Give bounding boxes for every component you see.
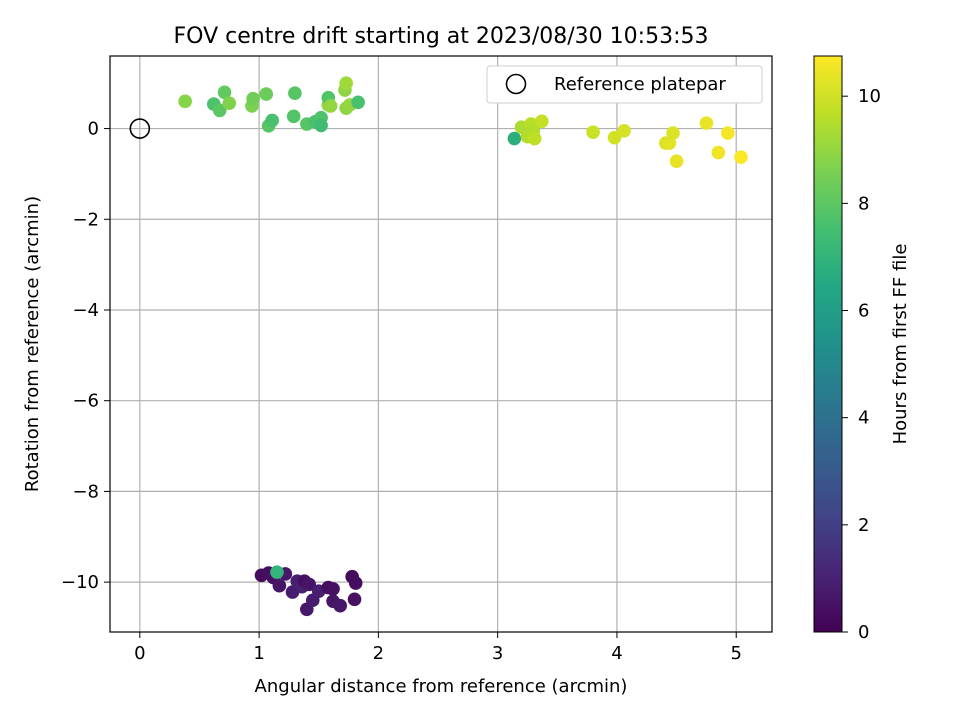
x-axis-label: Angular distance from reference (arcmin) (255, 676, 628, 697)
scatter-point (348, 576, 363, 590)
scatter-point (288, 86, 302, 100)
colorbar-tick-label: 2 (858, 515, 869, 536)
reference-marker (129, 118, 151, 139)
y-axis-label: Rotation from reference (arcmin) (22, 196, 43, 492)
scatter-point (217, 85, 232, 100)
chart-title: FOV centre drift starting at 2023/08/30 … (174, 24, 709, 49)
scatter-point (669, 154, 684, 169)
scatter-point (265, 113, 280, 128)
scatter-point (699, 116, 714, 130)
colorbar-tick-label: 0 (858, 622, 869, 643)
scatter-point (323, 99, 338, 113)
legend-label: Reference platepar (554, 74, 726, 95)
y-tick-label: −8 (72, 481, 99, 502)
scatter-point (534, 114, 549, 129)
scatter-point (212, 103, 227, 118)
scatter-point (314, 118, 328, 133)
legend: Reference platepar (486, 65, 763, 104)
y-tick-label: −2 (72, 209, 99, 230)
colorbar-label: Hours from first FF file (890, 244, 911, 445)
scatter-point (270, 565, 284, 579)
x-tick-label: 2 (373, 643, 384, 664)
y-tick-label: −6 (72, 391, 99, 412)
x-tick-label: 4 (611, 643, 622, 664)
scatter-point (333, 598, 348, 613)
legend-marker (505, 73, 527, 95)
x-axis: 0 1 2 3 4 5 (134, 632, 742, 664)
scatter-point (259, 87, 274, 101)
scatter-point (286, 109, 301, 124)
x-tick-label: 0 (134, 643, 145, 664)
grid-lines (110, 56, 772, 632)
colorbar: 0 2 4 6 8 10 Hours from first FF file (813, 55, 911, 643)
y-tick-label: −10 (61, 572, 99, 593)
colorbar-tick-label: 8 (858, 193, 869, 214)
y-tick-label: 0 (88, 119, 99, 140)
legend-box (486, 65, 763, 104)
colorbar-tick-label: 4 (858, 408, 869, 429)
scatter-point (302, 577, 316, 592)
scatter-point (527, 131, 542, 146)
y-tick-label: −4 (72, 300, 99, 321)
scatter-point (586, 125, 600, 139)
colorbar-ticks: 0 2 4 6 8 10 (842, 86, 881, 643)
scatter-point (272, 578, 287, 593)
colorbar-tick-label: 10 (858, 86, 881, 107)
scatter-point (351, 95, 365, 110)
scatter-point (721, 126, 735, 140)
scatter-point (222, 96, 237, 110)
scatter-point (326, 582, 340, 596)
reference-point (129, 118, 151, 139)
plot-frame (109, 55, 773, 633)
x-tick-label: 1 (253, 643, 264, 664)
scatter-point (734, 150, 748, 164)
data-points (178, 76, 748, 617)
y-axis: 0 −2 −4 −6 −8 −10 (61, 119, 110, 593)
x-tick-label: 3 (492, 643, 503, 664)
x-tick-label: 5 (730, 643, 741, 664)
scatter-point (339, 76, 353, 91)
scatter-point (347, 592, 362, 607)
scatter-point (607, 130, 622, 145)
colorbar-gradient (813, 55, 843, 633)
scatter-point (507, 131, 522, 146)
scatter-point (711, 145, 726, 160)
scatter-point (617, 124, 631, 138)
colorbar-tick-label: 6 (858, 301, 869, 322)
scatter-point (178, 94, 192, 109)
scatter-point (666, 126, 680, 140)
scatter-point (246, 91, 260, 106)
